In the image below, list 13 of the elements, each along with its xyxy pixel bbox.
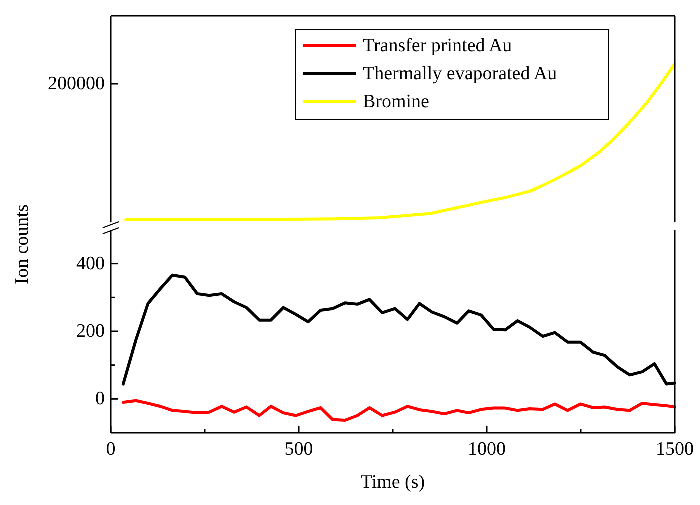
line-series: [122, 399, 676, 422]
y-tick-label: 200: [76, 321, 105, 342]
y-tick-label: 0: [96, 388, 105, 410]
x-axis-title: Time (s): [360, 472, 426, 493]
x-tick-label: 1000: [468, 439, 506, 460]
x-tick-label: 500: [284, 439, 314, 460]
y-axis-title: Ion counts: [12, 204, 33, 284]
text: Transfer printed Au: [363, 36, 512, 56]
x-tick-label: 1500: [656, 439, 694, 460]
y-tick-label: 400: [76, 253, 105, 274]
text: 200000: [48, 74, 105, 94]
text: Thermally evaporated Au: [363, 64, 558, 84]
legend-label: Bromine: [363, 92, 430, 112]
